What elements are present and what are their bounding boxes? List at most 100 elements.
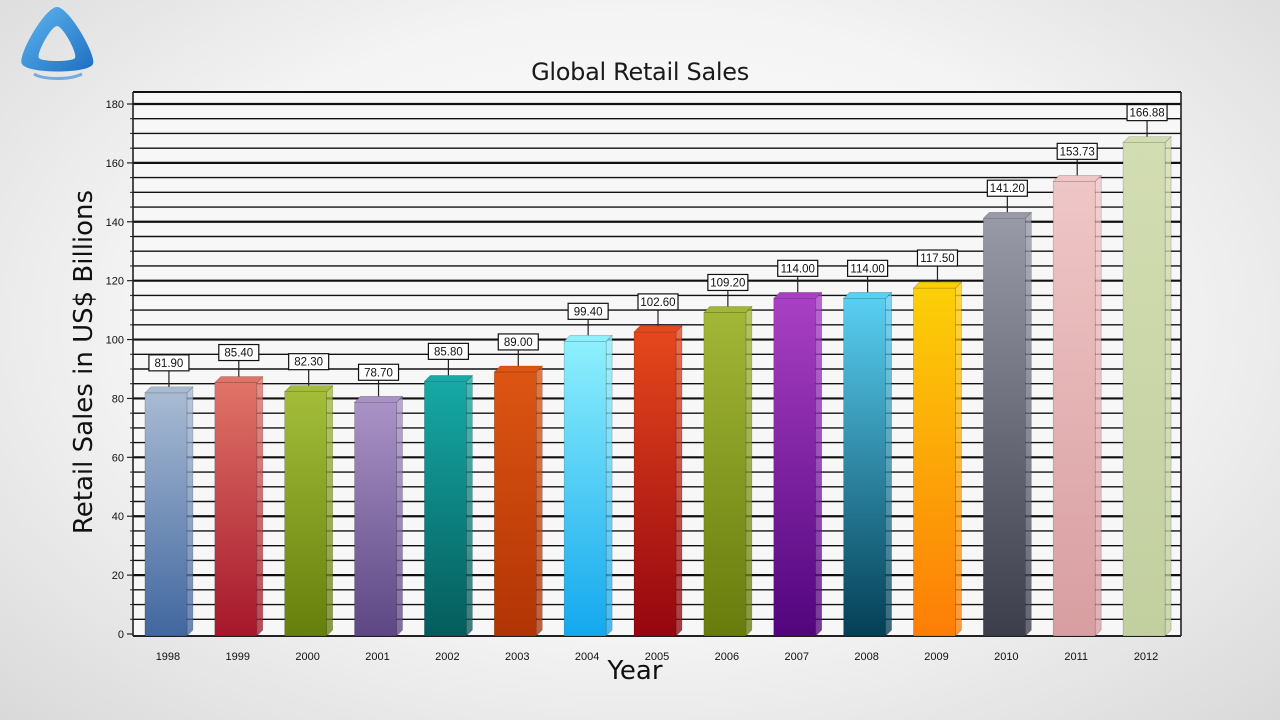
- bar-top: [493, 365, 543, 373]
- bar-side: [396, 395, 403, 637]
- bar-side: [535, 365, 543, 637]
- y-tick-label: 140: [106, 217, 124, 229]
- bar-2008: 114.00: [842, 259, 893, 637]
- bar-side: [326, 384, 333, 637]
- bar-2000: 82.30: [283, 353, 334, 637]
- logo-icon: [14, 4, 100, 86]
- value-label: 85.80: [434, 346, 463, 358]
- value-label: 117.50: [920, 253, 954, 265]
- x-tick-label: 2005: [645, 651, 669, 663]
- bar-top: [283, 385, 334, 392]
- value-label: 81.90: [155, 358, 184, 370]
- y-tick-label: 80: [112, 393, 124, 405]
- bar-top: [633, 325, 683, 333]
- value-label: 99.40: [574, 306, 603, 318]
- bar-2010: 141.20: [982, 179, 1033, 637]
- value-label-box: [846, 259, 889, 277]
- bar-front: [1052, 181, 1096, 637]
- x-tick-label: 2001: [365, 651, 389, 663]
- x-axis-label: Year: [607, 656, 663, 686]
- value-label-box: [567, 302, 609, 320]
- y-tick-label: 120: [106, 276, 124, 288]
- bar-front: [493, 371, 537, 637]
- y-tick-label: 20: [112, 570, 124, 582]
- bar-top: [144, 386, 194, 394]
- y-tick-label: 0: [118, 629, 124, 641]
- y-tick-label: 60: [112, 452, 124, 464]
- bar-side: [605, 334, 613, 637]
- bar-side: [955, 281, 962, 637]
- bar-2002: 85.80: [423, 342, 474, 637]
- bar-side: [885, 291, 892, 637]
- value-label-box: [357, 363, 400, 381]
- value-label: 114.00: [850, 263, 884, 275]
- y-tick-label: 160: [106, 158, 124, 170]
- value-label-box: [916, 249, 959, 267]
- value-label: 109.20: [710, 277, 745, 289]
- bar-top: [912, 281, 963, 289]
- value-label-box: [218, 343, 260, 362]
- value-label-box: [986, 179, 1028, 197]
- value-label-box: [1126, 104, 1168, 122]
- value-label-box: [148, 354, 190, 372]
- x-tick-label: 2004: [575, 651, 599, 663]
- bar-top: [353, 395, 404, 403]
- bar-side: [745, 305, 753, 637]
- bar-top: [703, 306, 753, 313]
- x-tick-label: 2007: [784, 651, 808, 663]
- value-label: 166.88: [1129, 108, 1164, 120]
- x-tick-label: 2008: [854, 651, 878, 663]
- bar-front: [144, 392, 188, 637]
- chart-title: Global Retail Sales: [531, 58, 749, 86]
- value-label-box: [1056, 142, 1098, 160]
- x-tick-label: 1998: [156, 651, 180, 663]
- bar-side: [466, 374, 473, 637]
- bar-side: [186, 386, 194, 637]
- value-label: 89.00: [504, 337, 533, 349]
- bar-top: [982, 211, 1033, 219]
- bar-front: [703, 312, 747, 637]
- value-label: 114.00: [781, 263, 815, 275]
- bar-front: [1122, 142, 1166, 637]
- value-label: 141.20: [990, 183, 1025, 195]
- x-tick-label: 2011: [1064, 651, 1088, 663]
- bar-2003: 89.00: [493, 333, 543, 637]
- x-tick-label: 2009: [924, 651, 948, 663]
- value-label-box: [707, 273, 749, 292]
- value-label: 102.60: [640, 297, 675, 309]
- bar-side: [1025, 211, 1032, 637]
- bar-side: [675, 325, 683, 637]
- bar-top: [563, 335, 613, 342]
- value-label: 153.73: [1060, 146, 1095, 158]
- x-tick-label: 1999: [226, 651, 250, 663]
- x-tick-label: 2003: [505, 651, 529, 663]
- bar-front: [633, 331, 677, 637]
- y-tick-label: 100: [106, 335, 124, 347]
- bar-top: [423, 375, 474, 382]
- x-tick-label: 2000: [295, 651, 319, 663]
- bar-side: [256, 375, 264, 637]
- bar-front: [424, 381, 467, 637]
- value-label-box: [637, 293, 679, 311]
- bar-1999: 85.40: [214, 343, 264, 637]
- bar-top: [1052, 175, 1102, 182]
- bar-front: [563, 341, 607, 637]
- bar-side: [1094, 174, 1102, 637]
- bar-top: [214, 376, 264, 383]
- bar-front: [773, 298, 817, 637]
- bar-2007: 114.00: [773, 259, 823, 637]
- y-tick-label: 40: [112, 511, 124, 523]
- bar-front: [843, 298, 886, 637]
- x-tick-label: 2010: [994, 651, 1018, 663]
- bar-front: [913, 287, 956, 637]
- value-label-box: [777, 259, 819, 277]
- bar-side: [1164, 135, 1172, 637]
- bar-2011: 153.73: [1052, 142, 1102, 637]
- x-tick-label: 2006: [715, 651, 739, 663]
- bar-front: [284, 391, 327, 637]
- bar-2006: 109.20: [703, 273, 753, 637]
- bar-1998: 81.90: [144, 354, 194, 637]
- value-label: 82.30: [294, 357, 323, 369]
- value-label-box: [497, 333, 539, 351]
- bar-2001: 78.70: [353, 363, 404, 637]
